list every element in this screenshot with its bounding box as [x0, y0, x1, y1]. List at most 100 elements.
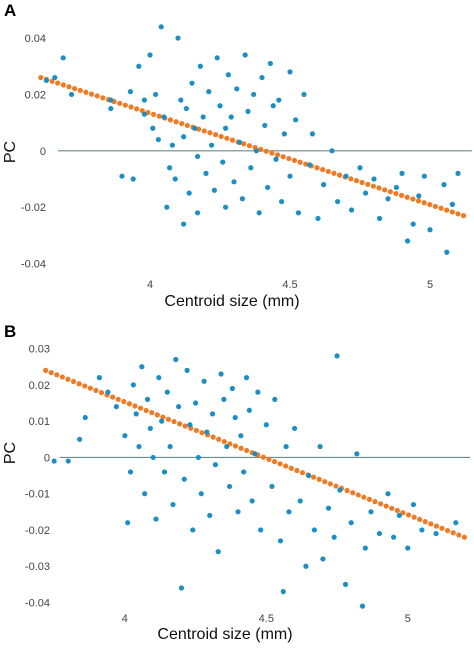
fit-line-marker [389, 505, 395, 511]
fit-line-marker [422, 519, 428, 525]
data-points [43, 24, 461, 255]
data-point [399, 170, 405, 176]
data-point [223, 125, 229, 131]
data-point [96, 375, 103, 381]
data-point [286, 509, 292, 515]
fit-line-marker [355, 492, 361, 498]
data-point [253, 148, 259, 154]
data-point [306, 472, 312, 479]
data-point [150, 125, 156, 131]
data-point [315, 215, 321, 222]
fit-line-marker [150, 111, 157, 117]
fit-line-marker [277, 461, 283, 467]
fit-line-marker [149, 410, 155, 416]
data-point [433, 530, 439, 537]
data-point [147, 425, 153, 432]
x-tick-label: 4 [122, 613, 128, 625]
fit-line-marker [224, 135, 230, 141]
data-point [175, 35, 181, 41]
fit-line-marker [299, 470, 306, 476]
fit-line-marker [260, 454, 266, 460]
data-point [204, 429, 210, 435]
data-point [252, 451, 258, 457]
data-point [136, 63, 142, 69]
fit-line-marker [461, 534, 467, 540]
fit-line-marker [311, 474, 317, 480]
data-point [139, 364, 145, 370]
data-point [181, 476, 187, 482]
fit-line-marker [378, 501, 384, 507]
fit-line-marker [314, 165, 320, 171]
data-point [441, 182, 447, 188]
data-point [226, 483, 233, 490]
fit-line-marker [331, 170, 337, 176]
fit-line-marker [70, 378, 77, 385]
data-point [391, 534, 397, 540]
fit-line-marker [184, 122, 190, 129]
data-point [190, 527, 196, 533]
fit-line-marker [93, 387, 99, 394]
data-point [217, 103, 223, 109]
fit-line-marker [320, 167, 326, 173]
fit-line-marker [207, 130, 213, 136]
data-point [281, 131, 287, 137]
fit-line-marker [229, 137, 236, 143]
data-point [303, 563, 309, 569]
panel-a: A 4 4.5 5 0.040.020-0.02-0.04 Centroid siz… [2, 1, 472, 310]
data-point [189, 80, 195, 86]
fit-line-marker [432, 203, 439, 210]
data-point [181, 134, 187, 140]
data-point [453, 520, 459, 526]
fit-line-marker [121, 398, 127, 405]
fit-line-marker [398, 192, 405, 198]
data-point [198, 491, 204, 497]
fit-line-marker [77, 87, 83, 94]
data-point [393, 184, 399, 191]
fit-line-marker [327, 481, 333, 487]
fit-line-marker [128, 104, 134, 110]
data-point [77, 436, 83, 442]
data-point [270, 103, 276, 109]
data-point [52, 74, 58, 81]
data-point [122, 433, 128, 439]
fit-line-marker [333, 483, 339, 489]
data-point [156, 375, 162, 381]
fit-line-marker [266, 456, 272, 462]
fit-line-marker [160, 414, 166, 420]
data-point [141, 111, 147, 117]
data-point [359, 603, 366, 609]
data-point [214, 55, 220, 61]
y-tick-labels: 0.04 0.02 0 -0.02 -0.04 [21, 33, 46, 270]
fit-line-marker [55, 80, 61, 86]
data-point [158, 24, 164, 30]
fit-line-marker [291, 157, 298, 163]
data-point [421, 173, 427, 179]
fit-line-marker [274, 152, 281, 158]
x-tick-labels: 4 4.5 5 [122, 613, 411, 625]
fit-line-marker [316, 476, 322, 482]
data-point [410, 221, 416, 227]
fit-line-marker [383, 503, 389, 509]
data-point [136, 443, 142, 450]
data-point [246, 407, 252, 413]
x-tick-label: 4 [147, 279, 153, 291]
data-point [251, 91, 257, 98]
fit-line-marker [83, 89, 89, 95]
fit-line-marker [179, 120, 185, 127]
data-point [228, 114, 234, 120]
data-point [242, 52, 248, 58]
data-point [192, 400, 199, 406]
panel-letter-b: B [4, 322, 16, 341]
data-point [221, 396, 227, 402]
fit-line-marker [244, 447, 250, 454]
data-point [292, 425, 298, 432]
data-point [245, 108, 251, 114]
y-tick-label: -0.03 [25, 561, 50, 573]
fit-line-marker [433, 523, 440, 529]
fit-line-marker [100, 95, 106, 101]
data-point [280, 589, 286, 595]
y-tick-labels: 0.03 0.02 0.01 0 -0.01 -0.02 -0.03 -0.04 [25, 344, 50, 610]
fit-line-marker [88, 91, 95, 97]
fit-line-marker [271, 458, 278, 465]
fit-line-marker [182, 423, 188, 429]
